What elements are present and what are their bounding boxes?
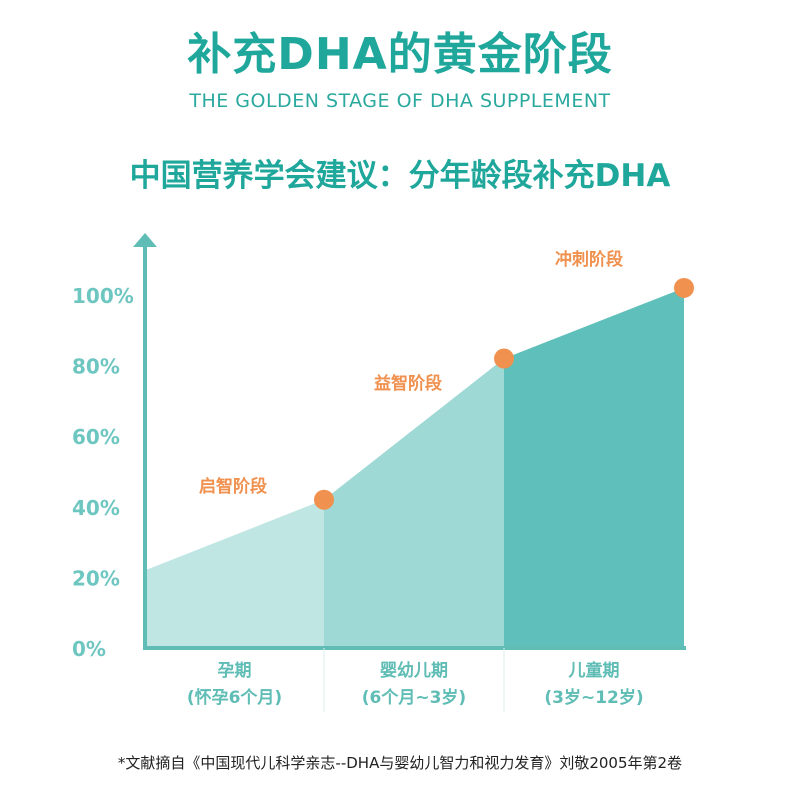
y-tick-labels: 0% 20% 40% 60% 80% 100% bbox=[72, 284, 134, 661]
y-tick-label: 80% bbox=[72, 355, 120, 379]
footnote-citation: *文献摘自《中国现代儿科学亲志--DHA与婴幼儿智力和视力发育》刘敬2005年第… bbox=[117, 754, 683, 772]
category-labels: 孕期 (怀孕6个月) 婴幼儿期 (6个月~3岁) 儿童期 (3岁~12岁) bbox=[187, 660, 644, 708]
page-title: 补充DHA的黄金阶段 bbox=[187, 29, 613, 80]
y-tick-label: 0% bbox=[72, 637, 106, 661]
y-axis-arrow bbox=[133, 233, 157, 247]
y-tick-label: 100% bbox=[72, 284, 134, 308]
area-segments bbox=[145, 287, 684, 648]
area-segment-1 bbox=[145, 499, 324, 648]
data-point-2 bbox=[494, 348, 514, 369]
y-tick-label: 60% bbox=[72, 425, 120, 449]
page-subtitle: THE GOLDEN STAGE OF DHA SUPPLEMENT bbox=[189, 90, 611, 112]
category-range: (怀孕6个月) bbox=[187, 687, 282, 708]
stage-label: 启智阶段 bbox=[199, 476, 267, 497]
axes bbox=[133, 233, 686, 712]
stage-labels: 启智阶段 益智阶段 冲刺阶段 bbox=[199, 249, 623, 497]
chart-heading: 中国营养学会建议：分年龄段补充DHA bbox=[129, 158, 671, 194]
category-name: 儿童期 bbox=[568, 660, 620, 681]
category-range: (3岁~12岁) bbox=[544, 687, 643, 708]
area-segment-2 bbox=[324, 358, 504, 648]
category-name: 孕期 bbox=[218, 661, 252, 681]
data-point-1 bbox=[314, 489, 334, 510]
stage-label: 冲刺阶段 bbox=[555, 249, 623, 270]
data-points bbox=[314, 277, 694, 510]
y-tick-label: 40% bbox=[72, 496, 120, 520]
category-range: (6个月~3岁) bbox=[362, 687, 466, 708]
stage-label: 益智阶段 bbox=[374, 373, 442, 394]
y-tick-label: 20% bbox=[72, 566, 120, 590]
area-segment-3 bbox=[504, 287, 684, 648]
category-name: 婴幼儿期 bbox=[380, 660, 448, 681]
data-point-3 bbox=[674, 277, 694, 298]
